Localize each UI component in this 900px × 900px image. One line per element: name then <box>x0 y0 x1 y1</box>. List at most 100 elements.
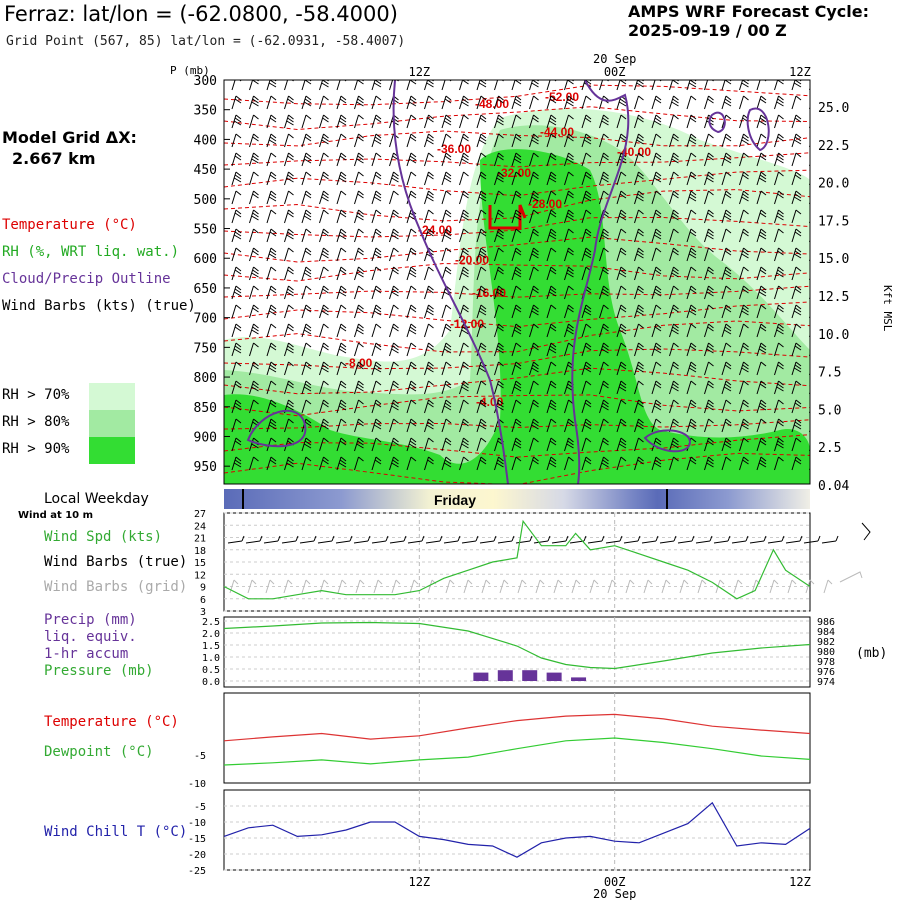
wind-barb-401 <box>704 285 714 300</box>
wind-barb-49 <box>494 95 504 110</box>
wind-barb-518 <box>371 361 382 376</box>
wind-barb-240 <box>266 209 277 224</box>
wind-barb-68 <box>231 114 242 129</box>
wind-barb-593 <box>494 399 504 414</box>
wind-barb-148 <box>441 152 452 167</box>
wind-barb-686 <box>336 456 347 471</box>
wind-barb-635 <box>634 418 644 433</box>
wind-barb-340 <box>231 266 242 281</box>
wind-barb-513 <box>284 361 294 376</box>
sfc-barb-true-1 <box>245 535 263 544</box>
wind-barb-208 <box>301 190 312 205</box>
sfc-barb-true-23 <box>641 535 659 544</box>
wind-barb-692 <box>441 456 452 471</box>
wind-barb-598 <box>581 399 592 414</box>
temp-contour-13 <box>224 367 810 395</box>
temp-contour-7 <box>224 236 810 263</box>
wind-barb-476 <box>231 342 242 357</box>
wind-barb-681 <box>249 456 259 471</box>
pressure-ytick-984: 984 <box>817 627 835 638</box>
wind-barb-41 <box>354 95 364 110</box>
wind-barb-628 <box>511 418 522 433</box>
wind-barb-413 <box>319 304 329 319</box>
sfc-barb-true-7 <box>353 535 371 544</box>
wind-barb-235 <box>774 190 784 205</box>
wind-barb-362 <box>616 266 627 281</box>
cloud-outline <box>246 80 770 484</box>
wind-barb-105 <box>284 133 294 148</box>
wind-barb-115 <box>459 133 469 148</box>
wind-barb-197 <box>704 171 714 186</box>
wind-barb-691 <box>424 456 434 471</box>
bottom-time-label-2: 12Z <box>789 875 811 889</box>
wind-barb-412 <box>301 304 312 319</box>
wind-barb-218 <box>476 190 487 205</box>
wind-barb-40 <box>336 95 347 110</box>
wind-barb-239 <box>249 209 259 224</box>
top-time-label-0: 12Z <box>408 65 430 79</box>
wind-barb-535 <box>669 361 679 376</box>
wind-barb-688 <box>371 456 382 471</box>
wind-barb-290 <box>546 228 557 243</box>
wind-barb-50 <box>511 95 522 110</box>
wind-barb-669 <box>634 437 644 452</box>
wind-barb-138 <box>266 152 277 167</box>
wind-barb-231 <box>704 190 714 205</box>
sfc-barb-grid-11 <box>427 579 437 594</box>
wind-barb-142 <box>336 152 347 167</box>
height-tick-2: 20.0 <box>818 177 849 192</box>
height-axis-title: Kft MSL <box>881 285 894 332</box>
wind-barb-608 <box>756 399 767 414</box>
wind-barb-576 <box>791 380 802 395</box>
wind-barb-696 <box>511 456 522 471</box>
wind-barb-659 <box>459 437 469 452</box>
wind-barb-257 <box>564 209 574 224</box>
wind-barb-324 <box>546 247 557 262</box>
wind-barb-338 <box>791 247 802 262</box>
wind-barb-228 <box>651 190 662 205</box>
temp-contour-label-1: -48.00 <box>475 97 509 111</box>
wind-barb-123 <box>599 133 609 148</box>
wind-barb-397 <box>634 285 644 300</box>
wind-barb-440 <box>791 304 802 319</box>
wind-barb-201 <box>774 171 784 186</box>
wind-barb-64 <box>756 95 767 110</box>
wind-barb-470 <box>721 323 732 338</box>
wind-barb-507 <box>774 342 784 357</box>
wind-barb-457 <box>494 323 504 338</box>
wind-barb-663 <box>529 437 539 452</box>
wind-barb-374 <box>231 285 242 300</box>
wind-barb-514 <box>301 361 312 376</box>
sfc-barb-true-26 <box>695 535 713 544</box>
wind-barb-594 <box>511 399 522 414</box>
sfc-barb-true-32 <box>803 535 821 544</box>
wind-barb-580 <box>266 399 277 414</box>
wind-barb-682 <box>266 456 277 471</box>
wind-barb-434 <box>686 304 697 319</box>
wind-barb-614 <box>266 418 277 433</box>
wind-barb-531 <box>599 361 609 376</box>
precip-ytick-2: 1.5 <box>202 641 220 652</box>
wind-barb-365 <box>669 266 679 281</box>
sfc-barb-true-16 <box>515 535 533 544</box>
wind-barb-565 <box>599 380 609 395</box>
wind-barb-442 <box>231 323 242 338</box>
wind-barb-560 <box>511 380 522 395</box>
wind-barb-645 <box>809 428 810 433</box>
wind-barb-186 <box>511 171 522 186</box>
wind-barb-655 <box>389 437 399 452</box>
wind-barb-153 <box>529 152 539 167</box>
sfc-barb-grid-22 <box>625 579 635 594</box>
rh-shading <box>224 108 810 484</box>
wind-barb-540 <box>756 361 767 376</box>
sfc-barb-grid-extra <box>839 571 863 583</box>
wind-barb-698 <box>546 456 557 471</box>
wind-barb-46 <box>441 95 452 110</box>
wind-barb-367 <box>704 266 714 281</box>
wind-barb-75 <box>354 114 364 129</box>
wind-barb-652 <box>336 437 347 452</box>
sfc-barb-true-24 <box>659 535 677 544</box>
wind-barb-426 <box>546 304 557 319</box>
wind-barb-326 <box>581 247 592 262</box>
wind-barb-310 <box>301 247 312 262</box>
